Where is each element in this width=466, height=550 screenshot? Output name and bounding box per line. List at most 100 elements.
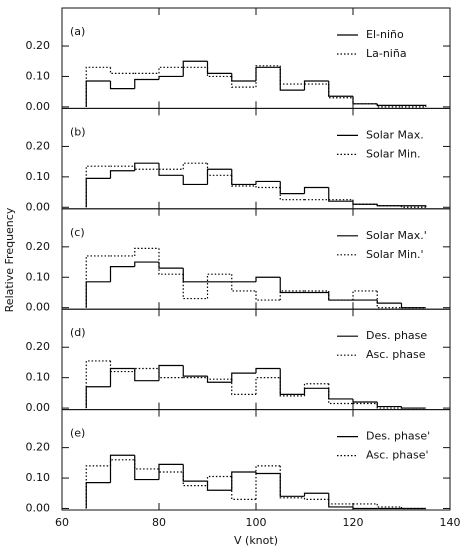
histogram-step xyxy=(279,473,305,497)
legend-label: Solar Min.' xyxy=(366,248,424,261)
histogram-step xyxy=(134,78,159,89)
histogram-step xyxy=(400,303,426,309)
histogram-step xyxy=(376,103,402,106)
histogram-step xyxy=(85,482,111,509)
y-tick-label: 0.10 xyxy=(26,270,51,283)
histogram-step xyxy=(303,186,329,194)
histogram-step xyxy=(352,97,378,105)
histogram-step xyxy=(182,464,208,482)
y-tick-label: 0.10 xyxy=(26,471,51,484)
y-tick-label: 0.20 xyxy=(26,340,51,353)
legend-label: Solar Max. xyxy=(366,128,424,141)
panel-label: (a) xyxy=(70,25,85,38)
histogram-step xyxy=(206,168,232,185)
histogram-step xyxy=(279,368,305,395)
histogram-step xyxy=(182,60,208,77)
histogram-step xyxy=(206,61,232,75)
histogram-step xyxy=(328,383,353,405)
histogram-step xyxy=(109,170,135,179)
histogram-step xyxy=(134,261,159,267)
histogram-step xyxy=(328,292,353,301)
histogram-step xyxy=(400,205,426,208)
histogram-step xyxy=(134,455,159,481)
histogram-step xyxy=(376,503,402,508)
y-tick-label: 0.10 xyxy=(26,371,51,384)
histogram-step xyxy=(158,368,184,379)
panel-label: (c) xyxy=(70,226,85,239)
y-tick-label: 0.10 xyxy=(26,69,51,82)
histogram-step xyxy=(109,81,135,90)
y-tick-label: 0.00 xyxy=(26,401,51,414)
histogram-step xyxy=(182,162,208,170)
histogram-step xyxy=(376,290,402,309)
histogram-step xyxy=(255,180,281,185)
y-tick-label: 0.00 xyxy=(26,301,51,314)
histogram-step xyxy=(158,463,184,480)
histogram-step xyxy=(85,66,111,107)
histogram-step xyxy=(158,364,184,381)
y-axis-label: Relative Frequency xyxy=(3,207,16,312)
histogram-step xyxy=(279,277,305,294)
histogram-step xyxy=(109,360,135,373)
histogram-step xyxy=(328,290,353,301)
panel-label: (d) xyxy=(70,326,86,339)
histogram-step xyxy=(352,506,378,510)
histogram-step xyxy=(279,290,305,301)
histogram-step xyxy=(328,499,353,505)
histogram-step xyxy=(255,66,281,82)
histogram-step xyxy=(158,248,184,275)
histogram-step xyxy=(85,255,111,308)
y-tick-label: 0.00 xyxy=(26,501,51,514)
histogram-step xyxy=(231,73,256,82)
x-axis-label: V (knot) xyxy=(234,534,278,547)
histogram-step xyxy=(303,383,329,396)
histogram-step xyxy=(158,262,184,269)
histogram-step xyxy=(85,360,111,409)
histogram-step xyxy=(109,454,135,483)
histogram-step xyxy=(158,468,184,473)
histogram-step xyxy=(134,368,159,382)
histogram-step xyxy=(303,497,329,500)
histogram-step xyxy=(182,365,208,377)
histogram-step xyxy=(376,403,402,409)
histogram-step xyxy=(231,379,256,395)
legend-label: Solar Max.' xyxy=(366,229,427,242)
y-tick-label: 0.00 xyxy=(26,100,51,113)
histogram-step xyxy=(328,388,353,400)
panel-label: (b) xyxy=(70,125,86,138)
histogram-step xyxy=(109,67,135,75)
histogram-step xyxy=(255,377,281,395)
histogram-step xyxy=(158,163,184,176)
x-tick-label: 80 xyxy=(152,516,166,529)
x-tick-label: 120 xyxy=(343,516,364,529)
histogram-step xyxy=(206,481,232,491)
histogram-step xyxy=(134,247,159,256)
histogram-step xyxy=(279,377,305,397)
histogram-step xyxy=(328,81,353,97)
histogram-step xyxy=(182,274,208,300)
histogram-step xyxy=(352,96,378,105)
histogram-step xyxy=(352,290,378,301)
legend-label: La-niña xyxy=(366,47,407,60)
histogram-step xyxy=(206,273,232,299)
histogram-step xyxy=(231,471,256,491)
histogram-step xyxy=(85,386,111,409)
histogram-step xyxy=(303,387,329,395)
histogram-step xyxy=(303,80,329,91)
histogram-step xyxy=(231,274,256,292)
histogram-step xyxy=(206,377,232,380)
histogram-step xyxy=(255,290,281,301)
histogram-step xyxy=(206,475,232,486)
histogram-step xyxy=(279,465,305,499)
histogram-step xyxy=(376,103,402,108)
histogram-step xyxy=(85,165,111,208)
legend-label: Des. phase' xyxy=(366,430,430,443)
histogram-step xyxy=(134,367,159,372)
x-tick-label: 60 xyxy=(55,516,69,529)
histogram-step xyxy=(85,281,111,308)
x-tick-label: 140 xyxy=(440,516,461,529)
legend-label: Des. phase xyxy=(366,329,427,342)
histogram-step xyxy=(303,492,329,497)
histogram-step xyxy=(376,300,402,304)
